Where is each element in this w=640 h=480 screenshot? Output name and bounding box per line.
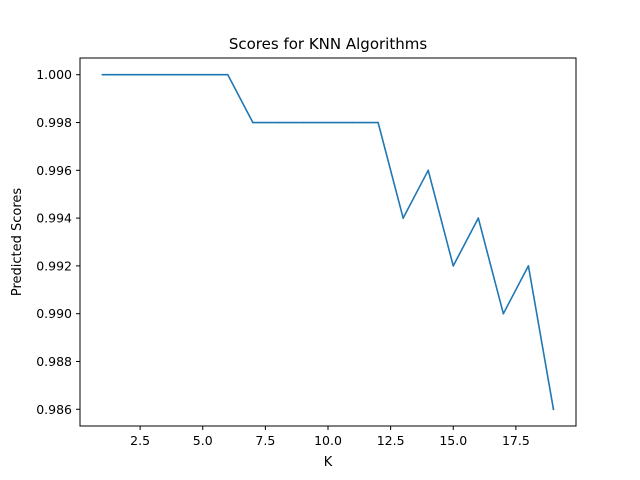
data-point [527,265,530,267]
x-tick-label: 12.5 [377,433,405,448]
data-point [151,73,154,76]
data-point [101,73,104,76]
data-point [327,121,329,124]
y-tick-label: 0.990 [36,306,72,321]
data-point [427,169,430,172]
x-tick-label: 17.5 [502,433,530,448]
data-point [477,217,480,219]
data-point [277,121,279,124]
data-point [302,121,304,124]
x-tick-label: 7.5 [255,433,275,448]
x-tick-label: 5.0 [193,433,213,448]
data-point [252,121,254,124]
y-axis-title: Predicted Scores [10,188,25,297]
data-point [201,73,204,76]
x-axis-title: K [324,455,333,470]
y-tick-label: 1.000 [36,67,72,82]
y-tick-label: 0.996 [36,163,72,178]
x-tick-label: 10.0 [314,433,342,448]
x-tick-label: 2.5 [130,433,150,448]
y-tick-label: 0.998 [36,115,72,130]
data-point [452,265,455,267]
x-tick-label: 15.0 [439,433,467,448]
y-tick-label: 0.986 [36,402,72,417]
data-point [226,73,229,76]
x-axis: 2.5 5.0 7.5 10.0 12.5 15.0 17.5 [130,426,530,448]
y-tick-label: 0.992 [36,258,72,273]
data-point [552,408,555,411]
data-point [502,312,505,315]
data-point [377,121,379,124]
data-point [352,121,354,124]
y-tick-label: 0.994 [36,211,72,226]
chart-title: Scores for KNN Algorithms [229,35,427,53]
data-point [176,73,179,76]
data-point [402,217,404,219]
y-tick-label: 0.988 [36,354,72,369]
y-axis: 0.986 0.988 0.990 0.992 0.994 0.996 0.998 1.000 [36,67,80,417]
plot-area [101,73,555,411]
data-point [126,73,129,76]
